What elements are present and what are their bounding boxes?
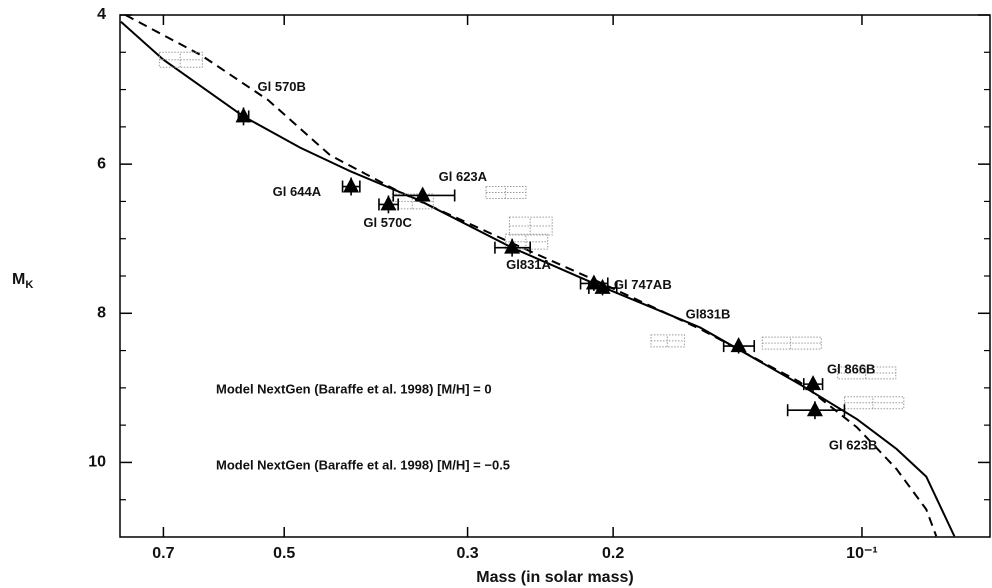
data-point <box>380 195 397 211</box>
legend-label: Model NextGen (Baraffe et al. 1998) [M/H… <box>216 457 510 472</box>
model-curve <box>120 20 956 537</box>
point-label: Gl 866B <box>827 362 875 377</box>
y-axis-title: MK <box>12 271 33 291</box>
x-tick-label: 0.7 <box>152 545 174 562</box>
data-point <box>343 177 360 193</box>
data-point <box>414 186 431 202</box>
point-label: Gl 570C <box>363 215 412 230</box>
error-box <box>837 366 897 380</box>
point-label: Gl 747AB <box>614 277 672 292</box>
error-box <box>391 193 434 210</box>
point-label: Gl 623B <box>829 438 877 453</box>
error-box <box>158 51 203 68</box>
error-box <box>761 336 822 350</box>
data-point <box>594 278 611 294</box>
x-tick-label: 0.3 <box>456 545 478 562</box>
y-tick-label: 8 <box>97 305 106 322</box>
data-point <box>806 401 823 417</box>
y-axis-title-main: M <box>12 271 25 288</box>
x-tick-label: 0.2 <box>602 545 624 562</box>
error-box <box>843 396 905 410</box>
x-tick-label: 0.5 <box>273 545 295 562</box>
data-point <box>805 375 822 391</box>
error-box <box>650 334 685 348</box>
data-point <box>504 238 521 254</box>
point-label: Gl 623A <box>439 169 488 184</box>
point-label: Gl831B <box>686 307 731 322</box>
y-axis-title-sub: K <box>25 279 33 291</box>
error-box <box>485 186 527 199</box>
y-tick-label: 4 <box>97 6 106 23</box>
y-tick-label: 10 <box>88 454 106 471</box>
point-label: Gl 570B <box>258 79 306 94</box>
error-box <box>504 233 549 250</box>
data-point <box>730 337 747 353</box>
data-point <box>585 274 602 290</box>
error-box <box>508 216 553 236</box>
point-label: Gl831A <box>506 257 551 272</box>
data-point <box>235 107 252 123</box>
y-tick-label: 6 <box>97 155 106 172</box>
x-axis-title: Mass (in solar mass) <box>476 569 633 586</box>
x-tick-label: 10⁻¹ <box>846 545 878 562</box>
legend-label: Model NextGen (Baraffe et al. 1998) [M/H… <box>216 381 492 396</box>
point-label: Gl 644A <box>273 184 322 199</box>
